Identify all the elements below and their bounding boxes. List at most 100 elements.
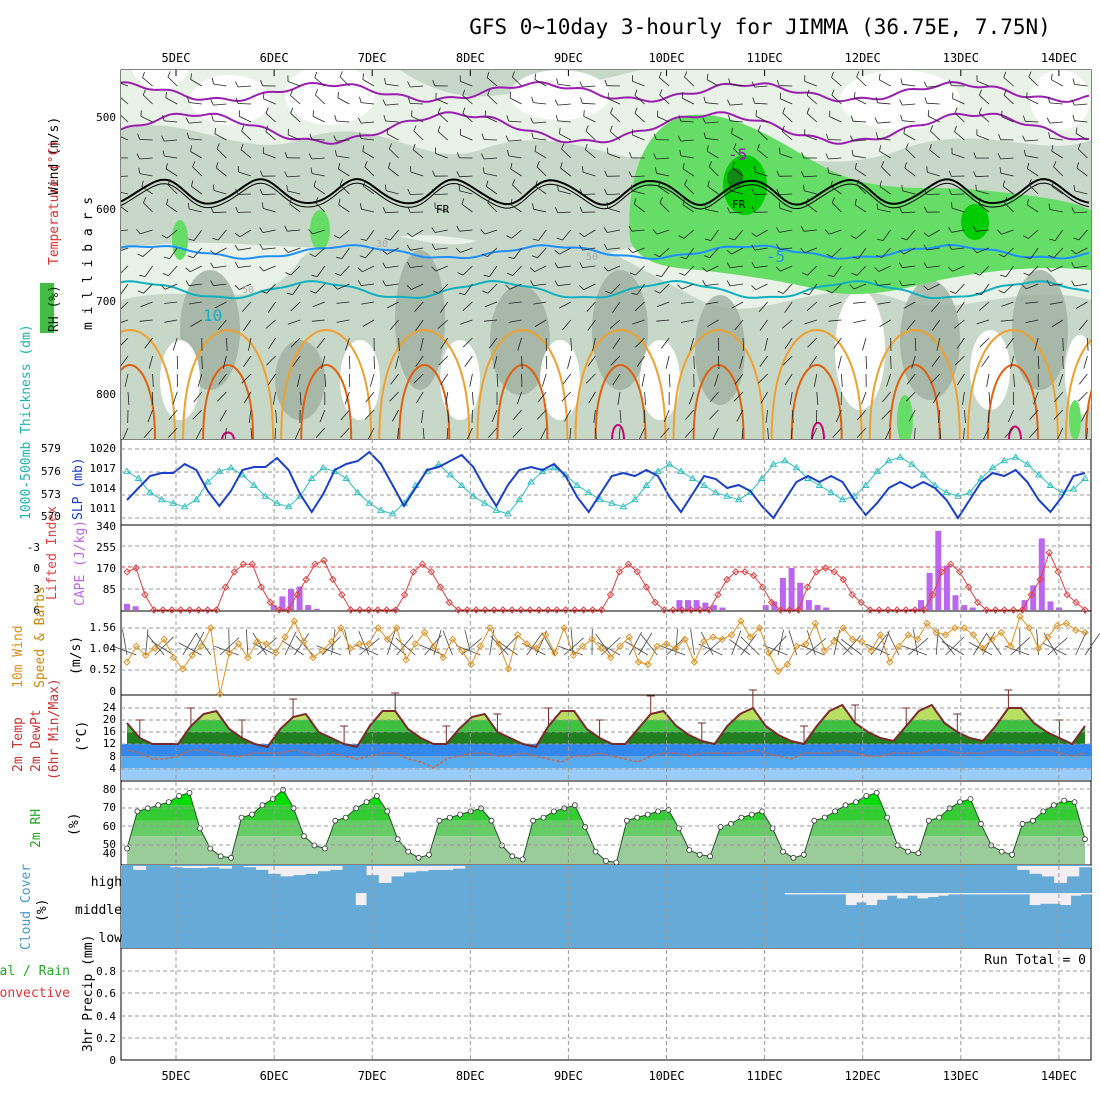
wind-barb-flag: [899, 207, 903, 213]
wind-barb-flag: [162, 273, 169, 276]
wind-barb-flag: [1048, 132, 1051, 139]
wind-barb-flag: [359, 96, 362, 103]
thickness-line-point: [631, 495, 639, 503]
wind-barb: [1049, 301, 1063, 305]
wind-barb: [488, 337, 498, 349]
lifted-index-line-point: [696, 606, 704, 614]
wind10m-barb: [788, 630, 798, 656]
wind-barb: [854, 168, 867, 177]
lifted-index-line-point: [150, 606, 158, 614]
wind-barb: [612, 337, 621, 350]
wind-barb: [569, 427, 572, 439]
wind10m-barb: [597, 641, 621, 656]
wind-barb: [1074, 283, 1088, 287]
rh2m-line-point: [998, 848, 1005, 855]
wind-barb: [828, 157, 842, 160]
wind-barb-flag: [1004, 197, 1008, 203]
wind-barb-flag: [481, 133, 485, 140]
wind-barb: [340, 409, 350, 421]
rh2m-line-point: [832, 808, 838, 815]
lifted-index-line-point: [400, 590, 409, 599]
wind-barb: [641, 373, 645, 387]
wind10m-barb: [1084, 633, 1100, 656]
wind-barb-flag: [659, 89, 663, 96]
lifted-index-line-point: [1063, 590, 1071, 599]
wind10m-line-point: [755, 624, 764, 632]
wind-barb: [755, 283, 768, 291]
wind10m-line-point: [848, 635, 857, 644]
wind-barb: [784, 373, 793, 386]
wind-barb: [835, 409, 842, 423]
wind-barb: [188, 121, 202, 124]
cloud-gap: [206, 866, 220, 868]
wind-barb: [321, 355, 326, 369]
wind-barb-flag: [579, 285, 584, 290]
wind-barb: [462, 337, 473, 348]
wind-barb-flag: [704, 203, 707, 210]
wind-barb: [164, 139, 178, 142]
slp-line: [126, 450, 1086, 520]
wind10m-line-point: [551, 649, 559, 657]
cloud-gap: [1017, 866, 1031, 870]
temp-axis-title-4: (°C): [75, 721, 90, 752]
wind-barb: [853, 319, 867, 323]
wind-barb-flag: [357, 267, 363, 273]
wind-barb: [557, 283, 571, 287]
lifted-index-line-point: [929, 590, 937, 599]
wind-barb: [902, 283, 916, 287]
slp-tick: 1014: [90, 482, 117, 495]
wind-barb-flag: [214, 127, 216, 134]
wind-barb: [144, 265, 153, 277]
wind10m-line-point: [662, 640, 671, 648]
wind-barb: [167, 184, 178, 195]
wind-barb: [759, 319, 768, 331]
wind-barb: [386, 301, 399, 309]
wind10m-line-point: [634, 658, 643, 666]
wind-barb-flag: [655, 274, 662, 277]
wind-barb: [121, 206, 129, 213]
wind-barb: [979, 265, 990, 276]
wind10m-barb: [570, 629, 574, 656]
wind-barb-flag: [755, 110, 757, 117]
rh2m-line-point: [1040, 808, 1047, 815]
wind-barb: [1025, 301, 1039, 304]
wind-barb: [1004, 427, 1014, 438]
thickness-line-point: [469, 492, 478, 499]
wind-barb: [311, 173, 325, 177]
wind-barb-flag: [806, 89, 810, 96]
wind-barb-flag: [678, 235, 685, 239]
wind-barb: [324, 373, 326, 388]
wind-barb: [1049, 121, 1063, 124]
wind-barb-flag: [929, 143, 932, 150]
wind-barb: [831, 202, 842, 213]
wind-barb: [782, 355, 793, 366]
wind-barb-flag: [603, 227, 608, 233]
wind-barb: [782, 131, 793, 141]
rh2m-line-point: [415, 854, 422, 861]
wind-barb: [385, 283, 399, 287]
contour-20: [202, 363, 255, 439]
wind-barb-flag: [333, 135, 337, 142]
wind-barb: [856, 76, 867, 87]
upper-wind-barbs: [121, 71, 1089, 439]
thickness-line-point: [781, 456, 789, 464]
wind-barb-flag: [161, 135, 165, 142]
wind-barb-flag: [386, 127, 389, 134]
wind-barb: [487, 283, 498, 294]
wind-barb: [437, 319, 449, 329]
cloud-gap: [1039, 893, 1051, 904]
rh2m-line-point: [769, 825, 776, 832]
lifted-index-line-point: [176, 606, 185, 614]
wind-barb: [877, 283, 891, 286]
wind-barb: [976, 134, 990, 141]
wind-barb: [172, 337, 178, 351]
wind-barb: [659, 202, 670, 213]
wind-barb: [275, 409, 278, 424]
cloud-gap: [355, 893, 367, 906]
wind-barb-flag: [831, 197, 835, 203]
wind-barb-flag: [850, 115, 854, 122]
wind-barb: [680, 120, 694, 123]
wind-barb-flag: [511, 71, 515, 78]
wind-barb-flag: [406, 285, 412, 290]
precip-axis-title-1: tal / Rain: [0, 964, 70, 979]
